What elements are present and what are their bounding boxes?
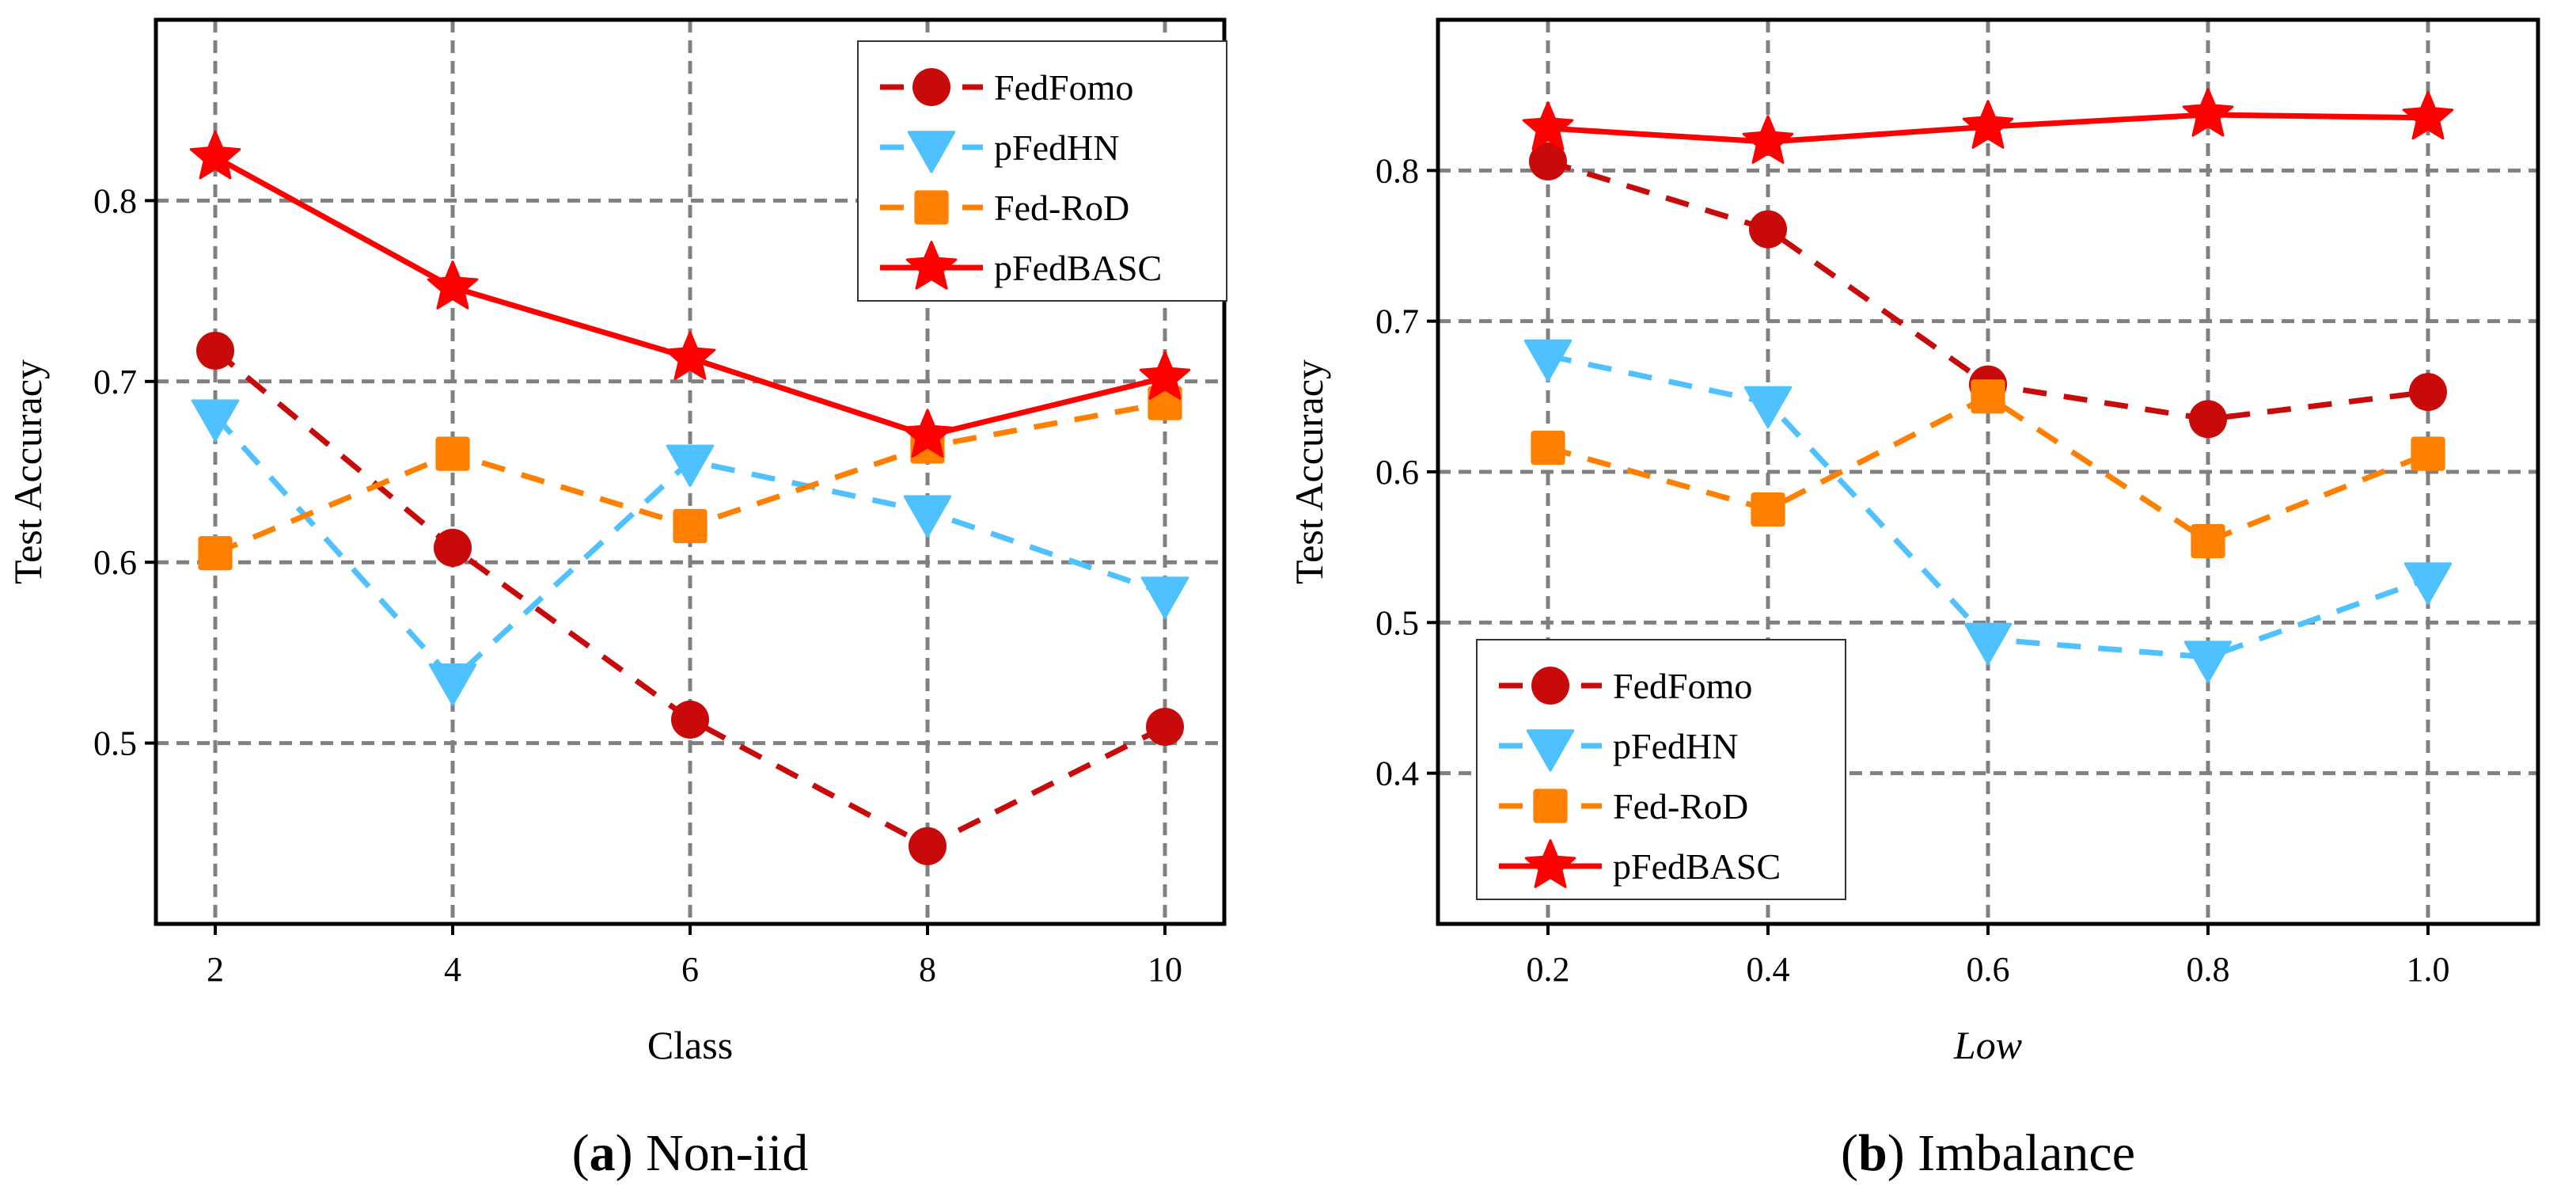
legend-label: pFedBASC bbox=[1613, 846, 1781, 887]
legend-label: FedFomo bbox=[994, 67, 1133, 108]
legend-marker bbox=[907, 131, 956, 173]
data-point bbox=[664, 331, 716, 380]
series-fedfomo bbox=[196, 331, 1184, 865]
chart-b: 0.2 0.4 0.6 0.8 1.0 0.4 0.5 0.6 0.7 0.8 FedFomo pFe… bbox=[1287, 17, 2540, 1182]
legend-marker bbox=[912, 68, 950, 106]
data-point bbox=[434, 528, 472, 567]
data-point bbox=[1971, 379, 2005, 414]
data-point bbox=[191, 399, 240, 442]
legend-marker bbox=[1526, 729, 1575, 772]
x-axis-label: Low bbox=[1953, 1023, 2022, 1067]
data-point bbox=[1749, 210, 1787, 249]
legend-marker bbox=[1524, 839, 1576, 888]
legend-marker bbox=[905, 241, 958, 290]
series-fed-rod bbox=[1531, 379, 2445, 559]
series-pfedhn bbox=[1523, 339, 2453, 683]
data-point bbox=[1962, 100, 2014, 149]
plot-frame bbox=[1436, 17, 2540, 926]
data-point bbox=[1146, 708, 1184, 747]
data-point bbox=[189, 130, 241, 180]
data-point bbox=[1529, 142, 1567, 181]
plot-frame bbox=[154, 17, 1227, 926]
chart-a: 2 4 6 8 10 0.5 0.6 0.7 0.8 FedFomo pFedHN Fed-RoD pF… bbox=[6, 17, 1227, 1182]
legend-label: Fed-RoD bbox=[1613, 786, 1748, 827]
x-tick-label: 0.8 bbox=[2187, 950, 2230, 989]
x-tick-label: 4 bbox=[444, 950, 461, 989]
y-tick-label: 0.8 bbox=[93, 181, 137, 220]
data-point bbox=[901, 409, 954, 458]
data-point bbox=[1140, 576, 1189, 619]
legend-marker bbox=[914, 190, 949, 225]
legend: FedFomo pFedHN Fed-RoD pFedBASC bbox=[1476, 639, 1846, 900]
x-tick-label: 0.2 bbox=[1527, 950, 1570, 989]
y-tick-label: 0.4 bbox=[1375, 754, 1419, 793]
data-point bbox=[1751, 492, 1785, 527]
y-tick-label: 0.5 bbox=[1375, 603, 1419, 642]
y-axis-label: Test Accuracy bbox=[1287, 359, 1331, 584]
legend-label: pFedHN bbox=[994, 127, 1119, 168]
series-line bbox=[213, 348, 1167, 849]
data-point bbox=[196, 331, 234, 370]
data-point bbox=[198, 536, 233, 571]
y-tick-label: 0.7 bbox=[1375, 302, 1419, 341]
y-axis-label: Test Accuracy bbox=[6, 359, 50, 584]
x-tick-label: 0.6 bbox=[1967, 950, 2010, 989]
data-point bbox=[2402, 90, 2454, 140]
data-point bbox=[2183, 640, 2233, 683]
subfigure-caption: (b) Imbalance bbox=[1841, 1124, 2135, 1182]
legend-marker bbox=[1533, 789, 1568, 823]
data-point bbox=[1963, 622, 2013, 665]
x-tick-label: 2 bbox=[207, 950, 224, 989]
caption-text: Imbalance bbox=[1918, 1124, 2135, 1182]
data-point bbox=[2182, 88, 2234, 137]
legend-label: Fed-RoD bbox=[994, 188, 1129, 228]
subfigure-caption: (a) Non-iid bbox=[572, 1124, 809, 1182]
legend-marker bbox=[1531, 667, 1569, 705]
data-point bbox=[435, 436, 470, 471]
series-pfedbasc bbox=[189, 130, 1191, 458]
y-tick-label: 0.8 bbox=[1375, 151, 1419, 190]
data-point bbox=[2403, 562, 2453, 605]
y-tick-label: 0.6 bbox=[93, 543, 137, 582]
data-point bbox=[428, 663, 477, 706]
legend-label: pFedHN bbox=[1613, 726, 1738, 766]
x-axis-label: Class bbox=[647, 1023, 733, 1067]
data-point bbox=[2189, 400, 2227, 439]
data-point bbox=[2191, 523, 2225, 559]
data-point bbox=[1531, 430, 1565, 466]
data-point bbox=[1742, 115, 1794, 164]
data-point bbox=[427, 260, 479, 310]
data-point bbox=[1522, 101, 1574, 150]
x-tick-label: 0.4 bbox=[1747, 950, 1790, 989]
y-tick-label: 0.6 bbox=[1375, 453, 1419, 492]
legend-label: pFedBASC bbox=[994, 248, 1162, 288]
x-tick-label: 6 bbox=[681, 950, 699, 989]
data-point bbox=[1523, 339, 1573, 382]
data-point bbox=[673, 508, 708, 544]
data-point bbox=[909, 827, 947, 865]
caption-label: a bbox=[590, 1124, 616, 1182]
data-point bbox=[666, 444, 715, 487]
data-point bbox=[1743, 386, 1793, 429]
data-point bbox=[671, 700, 709, 739]
x-tick-label: 1.0 bbox=[2407, 950, 2450, 989]
caption-label: b bbox=[1858, 1124, 1887, 1182]
legend: FedFomo pFedHN Fed-RoD pFedBASC bbox=[857, 40, 1227, 302]
caption-text: Non-iid bbox=[646, 1124, 808, 1182]
data-point bbox=[903, 495, 952, 538]
x-tick-label: 10 bbox=[1148, 950, 1182, 989]
data-point bbox=[2409, 373, 2447, 412]
data-point bbox=[2411, 436, 2445, 471]
x-tick-label: 8 bbox=[919, 950, 936, 989]
y-tick-label: 0.5 bbox=[93, 724, 137, 763]
y-tick-label: 0.7 bbox=[93, 363, 137, 401]
series-pfedbasc bbox=[1522, 88, 2454, 164]
data-point bbox=[1139, 351, 1191, 400]
series-pfedhn bbox=[191, 399, 1189, 706]
legend-label: FedFomo bbox=[1613, 666, 1752, 706]
